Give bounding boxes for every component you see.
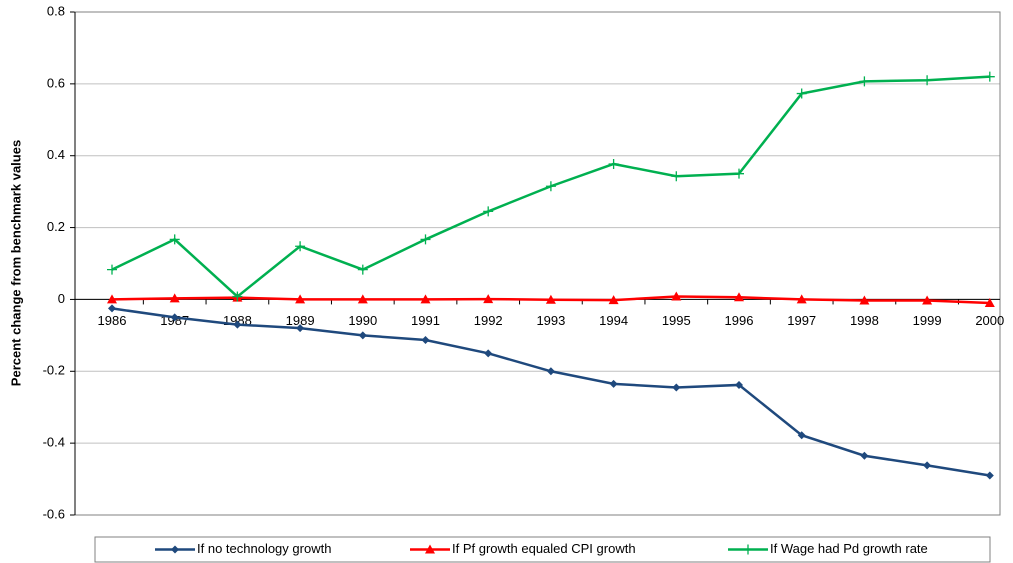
x-tick-label: 1995 <box>662 313 691 328</box>
marker <box>608 158 619 169</box>
marker <box>295 294 306 304</box>
marker <box>107 264 117 275</box>
marker <box>671 291 682 301</box>
marker <box>545 181 556 192</box>
marker <box>232 291 243 302</box>
marker <box>859 76 870 87</box>
marker <box>984 71 995 82</box>
marker <box>797 431 806 440</box>
marker <box>671 171 682 182</box>
marker <box>484 349 493 358</box>
marker <box>169 234 180 245</box>
marker <box>420 234 431 245</box>
legend-box <box>94 536 991 563</box>
marker <box>743 544 753 555</box>
marker <box>609 379 618 388</box>
x-tick-label: 1999 <box>913 313 942 328</box>
y-tick-label: -0.6 <box>43 506 65 521</box>
marker <box>923 461 932 470</box>
marker <box>985 471 994 480</box>
x-tick-label: 2000 <box>975 313 1004 328</box>
y-axis-title: Percent change from benchmark values <box>8 140 23 386</box>
marker <box>734 168 744 179</box>
y-tick-label: 0.4 <box>47 147 65 162</box>
marker <box>546 367 555 376</box>
y-tick-label: 0.8 <box>47 3 65 18</box>
plot-border <box>74 11 1001 516</box>
marker <box>483 294 494 304</box>
marker <box>108 304 116 313</box>
marker <box>796 88 807 99</box>
x-tick-label: 1997 <box>787 313 816 328</box>
legend-item: If no technology growth <box>155 541 331 556</box>
legend-item: If Wage had Pd growth rate <box>728 541 928 556</box>
legend-label: If Pf growth equaled CPI growth <box>452 541 636 556</box>
x-tick-label: 1992 <box>474 313 503 328</box>
marker <box>796 294 807 304</box>
legend-label: If no technology growth <box>197 541 331 556</box>
x-tick-label: 1998 <box>850 313 879 328</box>
marker <box>922 75 933 86</box>
marker <box>295 241 306 252</box>
x-tick-label: 1986 <box>98 313 127 328</box>
marker <box>357 294 368 304</box>
marker <box>357 264 368 275</box>
y-tick-label: 0 <box>58 291 65 306</box>
marker <box>107 294 117 304</box>
y-tick-label: -0.2 <box>43 363 65 378</box>
marker <box>171 545 179 554</box>
legend-item: If Pf growth equaled CPI growth <box>410 541 636 556</box>
y-tick-label: 0.2 <box>47 219 65 234</box>
x-tick-label: 1990 <box>348 313 377 328</box>
marker <box>860 451 869 460</box>
marker <box>734 292 744 302</box>
x-tick-label: 1996 <box>725 313 754 328</box>
x-tick-label: 1991 <box>411 313 440 328</box>
marker <box>859 295 870 305</box>
marker <box>922 295 933 305</box>
x-tick-label: 1994 <box>599 313 628 328</box>
marker <box>608 295 619 305</box>
marker <box>672 383 681 392</box>
marker <box>735 380 743 389</box>
marker <box>483 206 494 217</box>
y-tick-label: -0.4 <box>43 435 65 450</box>
x-tick-label: 1989 <box>286 313 315 328</box>
marker <box>233 320 242 329</box>
marker <box>420 294 431 304</box>
series-line <box>111 307 990 477</box>
marker <box>358 331 367 340</box>
legend-label: If Wage had Pd growth rate <box>770 541 928 556</box>
marker <box>170 313 179 322</box>
marker <box>545 294 556 304</box>
marker <box>984 298 995 308</box>
x-tick-label: 1993 <box>536 313 565 328</box>
y-tick-label: 0.6 <box>47 75 65 90</box>
marker <box>296 324 305 333</box>
marker <box>421 336 430 345</box>
marker <box>169 293 180 303</box>
marker <box>425 544 435 554</box>
